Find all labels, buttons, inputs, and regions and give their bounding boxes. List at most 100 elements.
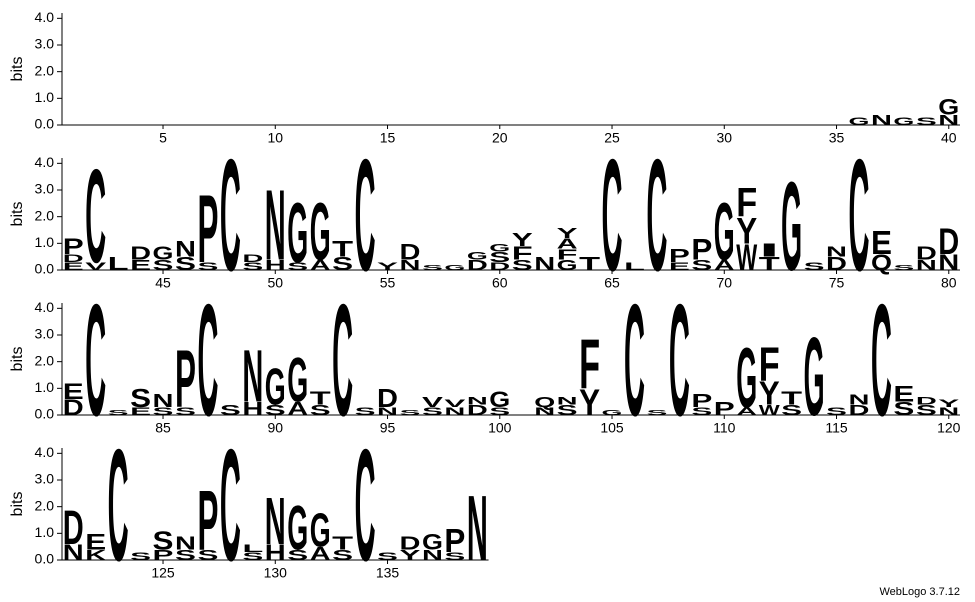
logo-letter: Y [759, 374, 780, 411]
logo-letter: H [265, 540, 286, 565]
y-tick-label: 2.0 [35, 497, 55, 513]
logo-letter: N [153, 390, 174, 411]
y-axis-label: bits [9, 347, 26, 372]
logo-letter: E [871, 224, 892, 261]
logo-letter: V [422, 394, 443, 410]
logo-letter: S [175, 405, 196, 417]
logo-letter: G [938, 94, 959, 119]
logo-letter: T [781, 388, 802, 409]
logo-letter: S [377, 550, 398, 562]
logo-letter: N [242, 334, 263, 417]
logo-letter: E [63, 379, 84, 404]
logo-letter: A [287, 398, 308, 419]
logo-letter: N [534, 253, 555, 274]
y-tick-label: 3.0 [35, 181, 55, 197]
x-tick-label: 5 [159, 130, 167, 146]
y-tick-label: 1.0 [35, 524, 55, 540]
logo-letter: S [916, 115, 937, 127]
x-tick-label: 85 [155, 420, 171, 436]
x-tick-label: 55 [380, 275, 396, 291]
logo-letter: N [938, 112, 959, 128]
logo-letter: Q [534, 394, 555, 410]
x-tick-label: 115 [825, 420, 848, 436]
x-tick-label: 10 [267, 130, 283, 146]
logo-letter: A [557, 236, 578, 252]
y-tick-label: 4.0 [35, 154, 55, 170]
y-tick-label: 2.0 [35, 62, 55, 78]
logo-letter: C [355, 126, 376, 304]
logo-letter: N [175, 533, 196, 554]
y-axis-label: bits [9, 57, 26, 82]
x-tick-label: 30 [716, 130, 732, 146]
logo-letter: E [130, 257, 151, 273]
logo-letter: T [332, 533, 353, 554]
logo-letter: H [242, 398, 263, 419]
logo-letter: S [175, 547, 196, 563]
x-tick-label: 20 [492, 130, 508, 146]
logo-letter: S [826, 405, 847, 417]
logo-letter: A [714, 257, 735, 273]
logo-letter: S [646, 409, 667, 417]
y-axis-label: bits [9, 492, 26, 517]
logo-letter: D [489, 260, 510, 272]
logo-letter: D [130, 243, 151, 264]
logo-letter: S [691, 257, 712, 273]
logo-letter: L [242, 542, 263, 554]
y-tick-label: 1.0 [35, 89, 55, 105]
y-tick-label: 0.0 [35, 406, 55, 422]
logo-letter: S [804, 260, 825, 272]
logo-letter: S [893, 264, 914, 272]
logo-letter: S [130, 550, 151, 562]
logo-letter: S [108, 409, 129, 417]
logo-letter: N [265, 170, 286, 282]
logo-letter: E [130, 405, 151, 417]
y-tick-label: 1.0 [35, 234, 55, 250]
logo-letter: Y [512, 229, 533, 250]
logo-letter: N [938, 405, 959, 417]
logo-letter: S [287, 260, 308, 272]
x-tick-label: 25 [604, 130, 620, 146]
logo-letter: S [512, 257, 533, 273]
x-tick-label: 130 [264, 565, 288, 581]
logo-letter: A [310, 543, 331, 564]
x-tick-label: 45 [155, 275, 171, 291]
logo-letter: G [153, 243, 174, 264]
logo-letter: P [175, 333, 196, 424]
logo-letter: S [242, 260, 263, 272]
logo-letter: D [400, 239, 421, 264]
logo-letter: G [602, 409, 623, 417]
x-tick-label: 15 [380, 130, 396, 146]
y-tick-label: 4.0 [35, 9, 55, 25]
logo-letter: C [669, 271, 690, 449]
logo-letter: S [332, 253, 353, 274]
logo-letter: S [310, 402, 331, 418]
x-tick-label: 65 [604, 275, 620, 291]
logo-letter: P [691, 390, 712, 411]
logo-letter: T [759, 253, 780, 274]
logo-letter: N [467, 394, 488, 406]
logo-letter: F [557, 247, 578, 263]
logo-letter: C [355, 416, 376, 594]
logo-letter: F [759, 338, 780, 391]
logo-letter: E [669, 260, 690, 272]
x-tick-label: 120 [937, 420, 961, 436]
logo-letter: Y [377, 260, 398, 272]
logo-letter: C [220, 126, 241, 304]
logo-letter: S [175, 253, 196, 274]
logo-letter: C [108, 416, 129, 594]
x-tick-label: 100 [488, 420, 512, 436]
logo-letter: D [826, 253, 847, 274]
logo-letter: I [759, 240, 780, 261]
y-tick-label: 4.0 [35, 299, 55, 315]
y-tick-label: 3.0 [35, 471, 55, 487]
logo-letter: S [153, 257, 174, 273]
logo-letter: S [422, 405, 443, 417]
logo-letter: G [557, 257, 578, 273]
logo-letter: N [377, 405, 398, 417]
logo-letter: S [557, 402, 578, 418]
y-tick-label: 1.0 [35, 379, 55, 395]
x-tick-label: 90 [267, 420, 283, 436]
logo-letter: C [85, 271, 106, 449]
logo-letter: F [736, 179, 757, 225]
